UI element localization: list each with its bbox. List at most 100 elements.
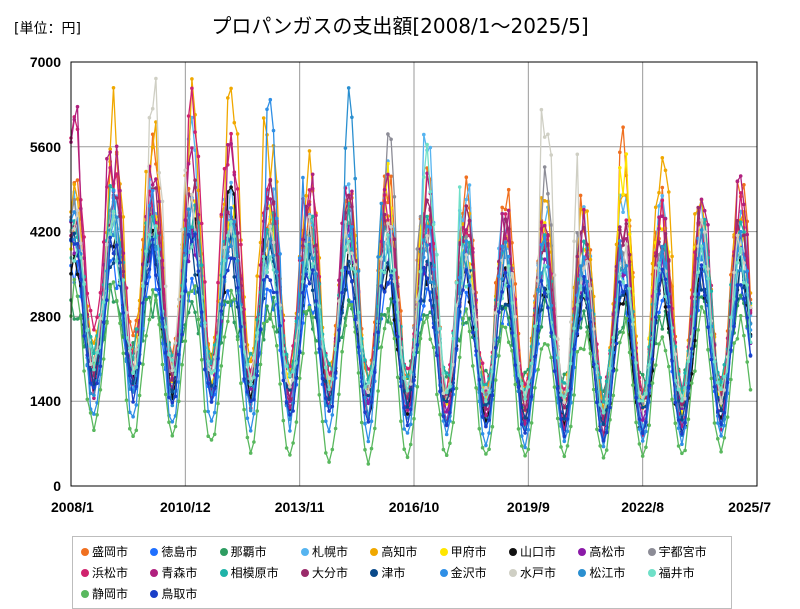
data-point <box>275 216 279 221</box>
data-point <box>121 351 126 356</box>
data-point <box>539 325 544 329</box>
legend-marker <box>150 589 159 598</box>
data-point <box>435 353 439 358</box>
data-point <box>75 272 80 277</box>
data-point <box>693 292 697 297</box>
data-point <box>186 162 191 166</box>
data-point <box>471 262 475 267</box>
data-point <box>598 402 602 407</box>
data-point <box>559 393 563 397</box>
data-point <box>101 300 106 304</box>
data-point <box>745 360 749 364</box>
data-point <box>480 361 485 366</box>
data-point <box>618 225 622 229</box>
data-point <box>121 215 126 219</box>
legend-label: 徳島市 <box>161 545 198 559</box>
data-point <box>226 96 230 100</box>
data-point <box>72 227 77 231</box>
data-point <box>431 345 436 350</box>
data-point <box>275 270 279 274</box>
data-point <box>738 209 743 214</box>
data-point <box>549 223 553 227</box>
data-point <box>92 393 96 398</box>
data-point <box>95 381 99 386</box>
data-point <box>461 288 465 292</box>
data-point <box>686 359 691 364</box>
data-point <box>546 233 550 237</box>
data-point <box>167 395 171 400</box>
data-point <box>464 268 469 272</box>
data-point <box>248 387 253 391</box>
data-point <box>307 305 312 310</box>
data-point <box>92 341 96 345</box>
data-point <box>167 353 171 357</box>
data-point <box>350 115 354 120</box>
data-point <box>490 369 495 374</box>
data-point <box>621 330 625 335</box>
data-point <box>271 290 276 295</box>
legend-item: 高知市 <box>370 543 433 560</box>
data-point <box>575 332 580 336</box>
data-point <box>229 180 233 185</box>
data-point <box>92 412 96 416</box>
data-point <box>340 335 344 340</box>
data-point <box>706 223 710 227</box>
data-point <box>729 315 733 320</box>
data-point <box>738 293 743 298</box>
data-point <box>75 242 80 246</box>
data-point <box>85 353 90 357</box>
data-point <box>284 400 289 405</box>
data-point <box>75 294 80 299</box>
data-point <box>216 401 220 406</box>
data-point <box>379 268 384 273</box>
legend-marker <box>439 547 448 556</box>
data-point <box>660 335 665 339</box>
legend-marker <box>300 547 309 556</box>
data-point <box>422 299 426 303</box>
data-point <box>229 219 233 224</box>
data-point <box>640 454 645 458</box>
data-point <box>114 259 119 263</box>
data-point <box>284 352 289 357</box>
data-point <box>366 393 371 398</box>
legend-label: 大分市 <box>311 566 348 580</box>
data-point <box>271 268 276 272</box>
data-point <box>363 421 367 426</box>
data-point <box>350 279 354 283</box>
x-tick-label: 2025/7 <box>728 499 771 515</box>
data-point <box>350 300 354 305</box>
data-point <box>72 259 77 263</box>
data-point <box>154 287 158 292</box>
data-point <box>467 329 472 334</box>
data-point <box>288 396 292 401</box>
data-point <box>575 231 580 235</box>
data-point <box>291 378 295 382</box>
legend-label: 山口市 <box>519 545 556 559</box>
data-point <box>660 244 665 249</box>
data-point <box>333 347 338 352</box>
data-point <box>683 371 687 375</box>
data-point <box>699 263 704 267</box>
data-point <box>235 258 240 263</box>
data-point <box>497 274 501 278</box>
legend-item: 盛岡市 <box>81 543 144 560</box>
data-point <box>196 317 201 322</box>
data-point <box>235 286 240 290</box>
data-point <box>562 395 567 399</box>
data-point <box>88 411 93 415</box>
data-point <box>304 193 309 198</box>
data-point <box>268 312 273 317</box>
data-point <box>177 297 181 302</box>
data-point <box>621 269 625 273</box>
data-point <box>226 233 230 238</box>
data-point <box>444 423 449 427</box>
legend-label: 鳥取市 <box>161 587 198 601</box>
data-point <box>95 315 99 320</box>
data-point <box>92 428 96 433</box>
data-point <box>493 345 498 350</box>
data-point <box>105 298 109 302</box>
data-point <box>457 241 462 245</box>
data-point <box>82 256 86 261</box>
data-point <box>464 321 469 325</box>
data-point <box>520 422 524 427</box>
